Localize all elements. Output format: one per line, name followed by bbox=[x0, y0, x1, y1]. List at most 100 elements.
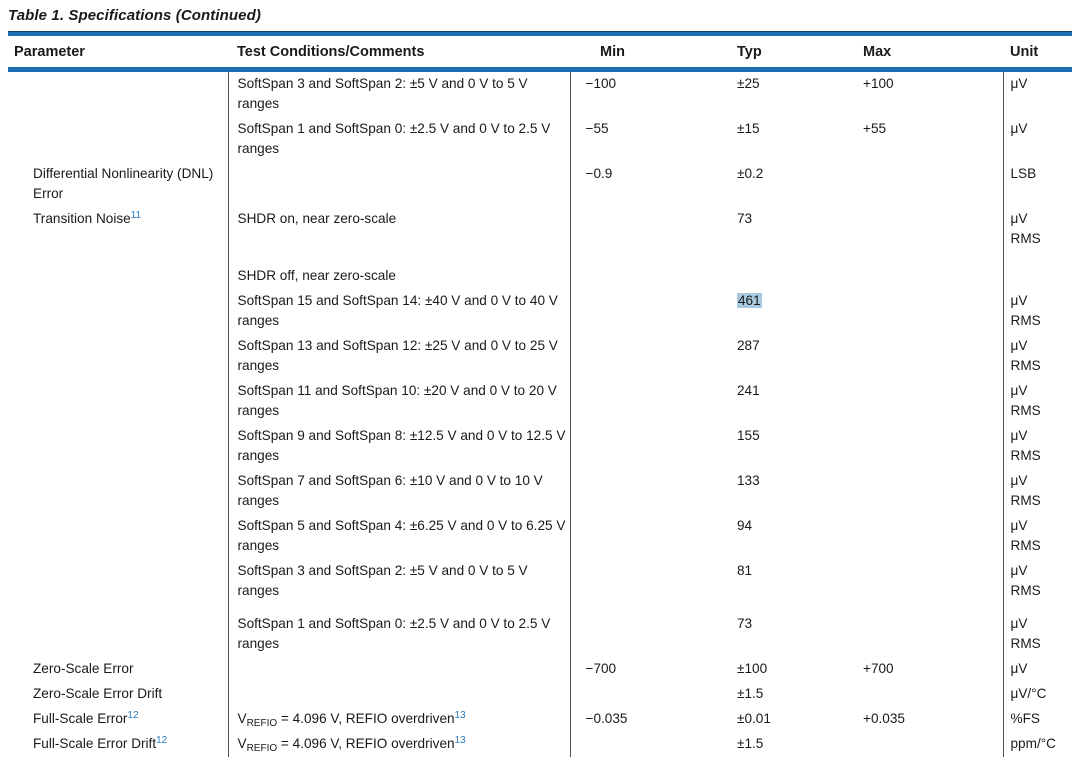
test-conditions-cell: SoftSpan 5 and SoftSpan 4: ±6.25 V and 0… bbox=[228, 514, 570, 559]
parameter-cell bbox=[8, 424, 228, 469]
footnote-ref[interactable]: 13 bbox=[455, 735, 466, 746]
max-cell bbox=[848, 162, 1003, 207]
max-cell bbox=[848, 424, 1003, 469]
typ-cell: 81 bbox=[722, 559, 848, 604]
typ-cell: 461 bbox=[722, 289, 848, 334]
max-cell: +0.035 bbox=[848, 707, 1003, 732]
typ-cell: 155 bbox=[722, 424, 848, 469]
table-row: SoftSpan 3 and SoftSpan 2: ±5 V and 0 V … bbox=[8, 70, 1072, 118]
highlighted-value[interactable]: 461 bbox=[737, 293, 762, 308]
unit-cell: μV RMS bbox=[1003, 289, 1072, 334]
typ-value: 241 bbox=[737, 383, 760, 398]
specifications-table: Parameter Test Conditions/Comments Min T… bbox=[8, 36, 1072, 757]
typ-value: 94 bbox=[737, 518, 752, 533]
typ-value: 287 bbox=[737, 338, 760, 353]
min-cell bbox=[570, 514, 722, 559]
min-cell bbox=[570, 424, 722, 469]
unit-cell: μV RMS bbox=[1003, 469, 1072, 514]
parameter-cell bbox=[8, 469, 228, 514]
typ-cell: 73 bbox=[722, 604, 848, 657]
test-conditions-cell: SoftSpan 3 and SoftSpan 2: ±5 V and 0 V … bbox=[228, 559, 570, 604]
min-cell bbox=[570, 682, 722, 707]
table-row: SoftSpan 5 and SoftSpan 4: ±6.25 V and 0… bbox=[8, 514, 1072, 559]
column-header-test-conditions: Test Conditions/Comments bbox=[228, 36, 570, 70]
text-run: SHDR off, near zero-scale bbox=[238, 268, 396, 283]
spec-table-body: SoftSpan 3 and SoftSpan 2: ±5 V and 0 V … bbox=[8, 70, 1072, 757]
column-header-typ: Typ bbox=[722, 36, 848, 70]
parameter-cell bbox=[8, 604, 228, 657]
min-cell: −100 bbox=[570, 70, 722, 118]
column-header-unit: Unit bbox=[1003, 36, 1072, 70]
max-cell bbox=[848, 334, 1003, 379]
footnote-ref[interactable]: 13 bbox=[455, 710, 466, 721]
footnote-ref[interactable]: 11 bbox=[131, 210, 141, 221]
text-run: SoftSpan 5 and SoftSpan 4: ±6.25 V and 0… bbox=[238, 518, 566, 553]
unit-cell: LSB bbox=[1003, 162, 1072, 207]
parameter-cell: Full-Scale Error Drift12 bbox=[8, 732, 228, 757]
typ-cell: ±100 bbox=[722, 657, 848, 682]
max-cell bbox=[848, 469, 1003, 514]
table-title: Table 1. Specifications (Continued) bbox=[8, 7, 1072, 25]
text-run: SoftSpan 1 and SoftSpan 0: ±2.5 V and 0 … bbox=[238, 121, 551, 156]
typ-value: ±100 bbox=[737, 661, 767, 676]
unit-cell: μV bbox=[1003, 657, 1072, 682]
unit-cell: μV RMS bbox=[1003, 559, 1072, 604]
typ-cell: ±1.5 bbox=[722, 732, 848, 757]
unit-cell bbox=[1003, 252, 1072, 289]
min-cell bbox=[570, 604, 722, 657]
text-run: Transition Noise bbox=[33, 211, 131, 226]
min-value: −100 bbox=[586, 76, 617, 91]
parameter-cell bbox=[8, 252, 228, 289]
text-run: V bbox=[238, 711, 247, 726]
parameter-cell bbox=[8, 559, 228, 604]
max-cell bbox=[848, 289, 1003, 334]
subscript-text: REFIO bbox=[247, 743, 278, 754]
max-cell bbox=[848, 207, 1003, 252]
footnote-ref[interactable]: 12 bbox=[127, 710, 138, 721]
header-row: Parameter Test Conditions/Comments Min T… bbox=[8, 36, 1072, 70]
text-run: SoftSpan 15 and SoftSpan 14: ±40 V and 0… bbox=[238, 293, 558, 328]
min-value: −0.035 bbox=[586, 711, 628, 726]
max-cell bbox=[848, 514, 1003, 559]
parameter-cell bbox=[8, 379, 228, 424]
parameter-cell bbox=[8, 117, 228, 162]
max-value: +700 bbox=[863, 661, 894, 676]
table-row: SHDR off, near zero-scale bbox=[8, 252, 1072, 289]
table-header: Parameter Test Conditions/Comments Min T… bbox=[8, 36, 1072, 70]
typ-cell: 287 bbox=[722, 334, 848, 379]
max-value: +100 bbox=[863, 76, 894, 91]
table-row: SoftSpan 1 and SoftSpan 0: ±2.5 V and 0 … bbox=[8, 604, 1072, 657]
test-conditions-cell: SoftSpan 1 and SoftSpan 0: ±2.5 V and 0 … bbox=[228, 604, 570, 657]
footnote-ref[interactable]: 12 bbox=[156, 735, 167, 746]
table-row: SoftSpan 7 and SoftSpan 6: ±10 V and 0 V… bbox=[8, 469, 1072, 514]
table-row: Differential Nonlinearity (DNL) Error−0.… bbox=[8, 162, 1072, 207]
typ-cell: ±0.2 bbox=[722, 162, 848, 207]
parameter-cell: Differential Nonlinearity (DNL) Error bbox=[8, 162, 228, 207]
typ-value: 155 bbox=[737, 428, 760, 443]
test-conditions-cell bbox=[228, 657, 570, 682]
test-conditions-cell: VREFIO = 4.096 V, REFIO overdriven13 bbox=[228, 732, 570, 757]
typ-cell: 73 bbox=[722, 207, 848, 252]
table-row: SoftSpan 15 and SoftSpan 14: ±40 V and 0… bbox=[8, 289, 1072, 334]
parameter-cell: Zero-Scale Error bbox=[8, 657, 228, 682]
text-run: Differential Nonlinearity (DNL) Error bbox=[33, 166, 213, 201]
text-run: SoftSpan 11 and SoftSpan 10: ±20 V and 0… bbox=[238, 383, 557, 418]
typ-value: ±1.5 bbox=[737, 736, 763, 751]
max-value: +0.035 bbox=[863, 711, 905, 726]
test-conditions-cell: SoftSpan 15 and SoftSpan 14: ±40 V and 0… bbox=[228, 289, 570, 334]
text-run: SoftSpan 1 and SoftSpan 0: ±2.5 V and 0 … bbox=[238, 616, 551, 651]
typ-cell: ±25 bbox=[722, 70, 848, 118]
min-value: −700 bbox=[586, 661, 617, 676]
column-header-parameter: Parameter bbox=[8, 36, 228, 70]
min-cell bbox=[570, 469, 722, 514]
test-conditions-cell: SHDR off, near zero-scale bbox=[228, 252, 570, 289]
parameter-cell bbox=[8, 70, 228, 118]
max-cell bbox=[848, 682, 1003, 707]
typ-cell: 94 bbox=[722, 514, 848, 559]
test-conditions-cell: SoftSpan 1 and SoftSpan 0: ±2.5 V and 0 … bbox=[228, 117, 570, 162]
subscript-text: REFIO bbox=[247, 718, 278, 729]
table-row: SoftSpan 9 and SoftSpan 8: ±12.5 V and 0… bbox=[8, 424, 1072, 469]
